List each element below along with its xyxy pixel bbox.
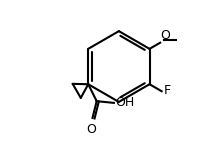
Text: OH: OH	[115, 96, 135, 109]
Text: O: O	[160, 29, 170, 42]
Text: O: O	[87, 123, 97, 136]
Text: F: F	[164, 84, 171, 97]
